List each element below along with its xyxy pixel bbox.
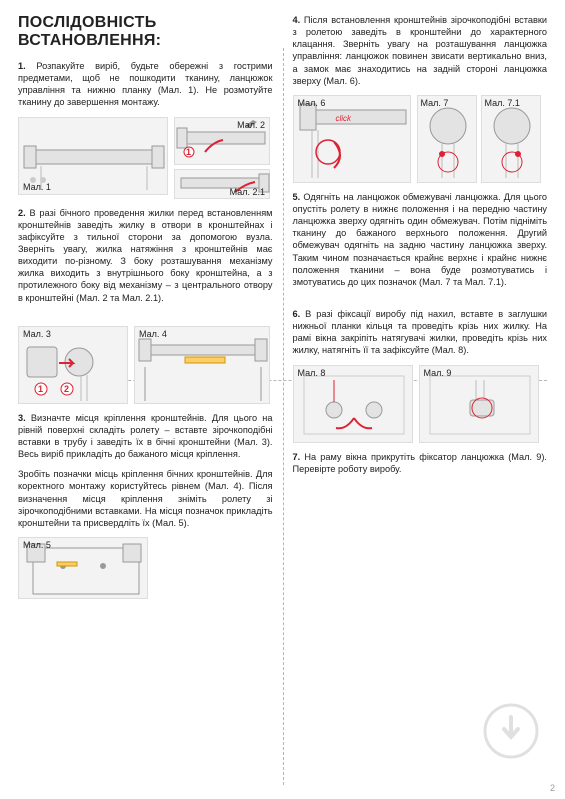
fig-7: Мал. 7 [417,95,477,183]
fig-2: 1 Мал. 2 [174,117,270,165]
fig-7-1: Мал. 7.1 [481,95,541,183]
left-column: ПОСЛІДОВНІСТЬ ВСТАНОВЛЕННЯ: 1. Розпакуйт… [18,14,283,789]
watermark-icon [483,703,539,759]
fig-label: Мал. 4 [139,329,167,339]
fig-label: Мал. 9 [424,368,452,378]
fig-3: 1 2 Мал. 3 [18,326,128,404]
right-column: 4. Після встановлення кронштейнів зірочк… [283,14,548,789]
fig-label: Мал. 6 [298,98,326,108]
fig-label: Мал. 7.1 [485,98,520,108]
fig-label: Мал. 8 [298,368,326,378]
step-3b: Зробіть позначки місць кріплення бічних … [18,468,273,529]
fig-8: Мал. 8 [293,365,413,443]
vertical-divider [283,48,284,785]
step-3: 3. Визначте місця кріплення кронштейнів.… [18,412,273,461]
step-6: 6. В разі фіксації виробу під нахил, вст… [293,308,548,357]
svg-text:1: 1 [186,147,191,157]
step-7: 7. На раму вікна прикрутіть фіксатор лан… [293,451,548,475]
fig-label: Мал. 2 [237,120,265,130]
fig-label: Мал. 2.1 [230,187,265,197]
fig-label: Мал. 5 [23,540,51,550]
svg-text:1: 1 [38,384,43,394]
step-1: 1. Розпакуйте виріб, будьте обережні з г… [18,60,273,109]
step-5: 5. Одягніть на ланцюжок обмежувачі ланцю… [293,191,548,288]
fig-1: Мал. 1 [18,117,168,195]
page-number: 2 [550,783,555,793]
fig-label: Мал. 7 [421,98,449,108]
step-4: 4. Після встановлення кронштейнів зірочк… [293,14,548,87]
fig-6: Мал. 6 click [293,95,411,183]
fig-label: Мал. 3 [23,329,51,339]
fig-label: Мал. 1 [23,182,51,192]
figure-row-1: Мал. 1 1 Мал. 2 Мал. 2.1 [18,117,273,199]
fig-5: Мал. 5 [18,537,148,599]
page-title: ПОСЛІДОВНІСТЬ ВСТАНОВЛЕННЯ: [18,14,273,50]
step-2: 2. В разі бічного проведення жилки перед… [18,207,273,304]
fig-2-1: Мал. 2.1 [174,169,270,199]
fig-9: Мал. 9 [419,365,539,443]
click-label: click [336,114,352,123]
figure-row-4: Мал. 6 click Мал. 7 Мал. 7.1 [293,95,548,183]
fig-4: Мал. 4 [134,326,270,404]
figure-row-2: 1 2 Мал. 3 Мал. 4 [18,326,273,404]
svg-text:2: 2 [64,384,69,394]
figure-row-5: Мал. 8 Мал. 9 [293,365,548,443]
